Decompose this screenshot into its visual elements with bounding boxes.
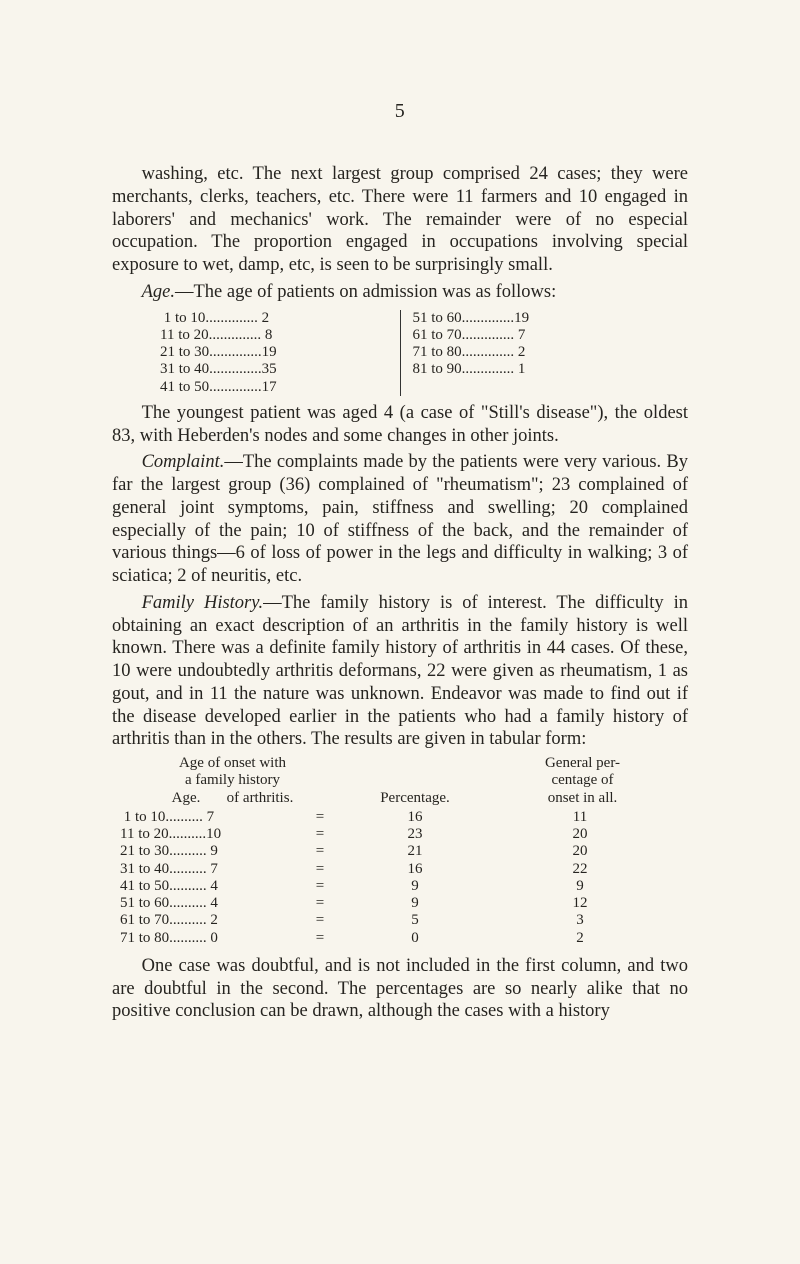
h-right-2: centage of — [485, 772, 680, 789]
paragraph-conclusion: One case was doubtful, and is not includ… — [112, 955, 688, 1023]
header-percentage: Percentage. — [345, 755, 485, 807]
age-col-separator — [400, 310, 401, 396]
cell-general: 22 — [480, 861, 680, 878]
cell-percentage: 5 — [350, 912, 480, 929]
cell-general: 20 — [480, 843, 680, 860]
cell-percentage: 16 — [350, 809, 480, 826]
age-distribution-table: 1 to 10.............. 2 11 to 20........… — [160, 310, 640, 396]
cell-percentage: 9 — [350, 878, 480, 895]
h-right-1: General per- — [485, 755, 680, 772]
cell-general: 20 — [480, 826, 680, 843]
label-family-history: Family History. — [142, 593, 263, 613]
text-complaint: —The complaints made by the patients wer… — [112, 452, 688, 586]
page: 5 washing, etc. The next largest group c… — [0, 0, 800, 1264]
h-mid: Percentage. — [380, 790, 450, 807]
table-body: 1 to 10.......... 7=161111 to 20........… — [120, 809, 680, 947]
text-family-history: —The family history is of interest. The … — [112, 593, 688, 750]
table-header: Age of onset with a family history Age. … — [120, 755, 680, 807]
paragraph-complaint: Complaint.—The complaints made by the pa… — [112, 451, 688, 588]
cell-equals: = — [290, 912, 350, 929]
cell-equals: = — [290, 809, 350, 826]
h-left-3: Age. of arthritis. — [120, 790, 345, 807]
label-age: Age. — [142, 282, 175, 302]
paragraph-age-intro: Age.—The age of patients on admission wa… — [112, 281, 688, 304]
paragraph-youngest: The youngest patient was aged 4 (a case … — [112, 402, 688, 448]
text-age: —The age of patients on admission was as… — [175, 282, 556, 302]
h-left-2: a family history — [120, 772, 345, 789]
page-number: 5 — [112, 100, 688, 123]
table-row: 11 to 20..........10=2320 — [120, 826, 680, 843]
label-complaint: Complaint. — [142, 452, 225, 472]
cell-percentage: 23 — [350, 826, 480, 843]
cell-percentage: 16 — [350, 861, 480, 878]
cell-equals: = — [290, 861, 350, 878]
cell-general: 12 — [480, 895, 680, 912]
paragraph-family-history: Family History.—The family history is of… — [112, 592, 688, 751]
cell-percentage: 0 — [350, 930, 480, 947]
table-row: 31 to 40.......... 7=1622 — [120, 861, 680, 878]
cell-percentage: 9 — [350, 895, 480, 912]
table-row: 51 to 60.......... 4= 912 — [120, 895, 680, 912]
table-row: 1 to 10.......... 7=1611 — [120, 809, 680, 826]
header-general: General per- centage of onset in all. — [485, 755, 680, 807]
cell-equals: = — [290, 930, 350, 947]
cell-range: 51 to 60.......... 4 — [120, 895, 290, 912]
h-right-3: onset in all. — [485, 790, 680, 807]
cell-general: 9 — [480, 878, 680, 895]
cell-range: 41 to 50.......... 4 — [120, 878, 290, 895]
cell-range: 1 to 10.......... 7 — [120, 809, 290, 826]
h-left-1: Age of onset with — [120, 755, 345, 772]
cell-range: 61 to 70.......... 2 — [120, 912, 290, 929]
cell-equals: = — [290, 895, 350, 912]
table-row: 71 to 80.......... 0= 0 2 — [120, 930, 680, 947]
cell-range: 11 to 20..........10 — [120, 826, 290, 843]
cell-equals: = — [290, 826, 350, 843]
cell-equals: = — [290, 878, 350, 895]
table-row: 61 to 70.......... 2= 5 3 — [120, 912, 680, 929]
onset-percentage-table: Age of onset with a family history Age. … — [120, 755, 680, 947]
cell-general: 2 — [480, 930, 680, 947]
paragraph-washing: washing, etc. The next largest group com… — [112, 163, 688, 277]
age-col-right: 51 to 60..............19 61 to 70.......… — [413, 310, 641, 396]
cell-range: 31 to 40.......... 7 — [120, 861, 290, 878]
cell-percentage: 21 — [350, 843, 480, 860]
cell-equals: = — [290, 843, 350, 860]
table-row: 41 to 50.......... 4= 9 9 — [120, 878, 680, 895]
age-col-left: 1 to 10.............. 2 11 to 20........… — [160, 310, 388, 396]
table-row: 21 to 30.......... 9=2120 — [120, 843, 680, 860]
cell-range: 71 to 80.......... 0 — [120, 930, 290, 947]
cell-general: 3 — [480, 912, 680, 929]
cell-range: 21 to 30.......... 9 — [120, 843, 290, 860]
header-age-onset: Age of onset with a family history Age. … — [120, 755, 345, 807]
cell-general: 11 — [480, 809, 680, 826]
